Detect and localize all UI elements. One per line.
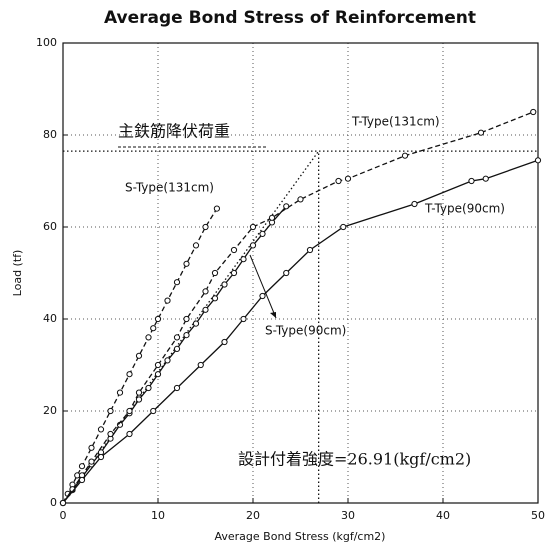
point [221,281,228,288]
y-tick-label: 0 [50,496,57,509]
point [202,288,209,295]
point [344,175,352,182]
point [297,196,304,203]
point [154,315,162,323]
point [211,295,219,302]
point [240,315,247,323]
point [150,407,157,415]
y-axis-label: Load (tf) [11,250,24,297]
y-tick-label: 60 [43,220,57,233]
point [126,407,133,415]
point [283,269,290,277]
series-label: T-Type(131cm) [351,115,440,129]
point [97,426,105,433]
x-tick-label: 40 [436,509,450,522]
series-label: S-Type(131cm) [125,181,214,195]
point [534,157,542,164]
point [145,384,152,392]
point [116,389,124,396]
point [173,279,181,286]
point [145,334,152,341]
point [482,175,489,182]
point [306,246,314,254]
arrow [249,254,277,319]
point [135,396,143,403]
point [88,444,95,451]
point [164,357,171,364]
series-line [62,111,534,504]
series-label: S-Type(90cm) [265,324,346,338]
point [107,430,114,438]
point [59,499,67,507]
point [530,108,537,116]
point [135,352,143,359]
point [468,177,475,185]
point [335,177,342,185]
point [88,458,95,465]
y-tick-label: 20 [43,404,57,417]
point [135,389,143,396]
point [249,242,257,249]
point [477,129,485,136]
point [259,230,266,237]
series-label: T-Type(90cm) [424,202,505,216]
chart-title: Average Bond Stress of Reinforcement [104,8,476,28]
point [173,384,181,392]
point [154,361,162,369]
point [283,203,290,210]
point [154,371,162,378]
point [230,246,238,254]
point [202,306,209,313]
point [173,334,181,341]
point [107,407,114,415]
point [268,214,276,221]
y-tick-label: 40 [43,312,57,325]
point [173,345,181,352]
y-tick-label: 100 [36,36,57,49]
point [192,242,200,249]
point [401,152,409,159]
reference-line [62,150,320,504]
point [230,269,238,277]
point [411,200,418,208]
point [183,315,190,323]
point [249,223,257,231]
point [126,430,133,438]
point [197,361,204,369]
x-tick-label: 10 [151,509,165,522]
x-tick-label: 0 [60,509,67,522]
annotation: 主鉄筋降伏荷重 [118,122,230,141]
point [150,325,157,332]
arrow-head [270,312,276,318]
point [164,297,171,304]
point [240,256,247,263]
point [211,269,219,277]
point [213,205,220,212]
y-tick-label: 80 [43,128,57,141]
point [97,453,105,461]
point [78,463,86,470]
point [183,260,190,267]
annotation: 設計付着強度=26.91(kgf/cm2) [238,450,471,469]
x-tick-label: 20 [246,509,260,522]
point [183,332,190,339]
x-tick-label: 50 [531,509,545,522]
plot-frame [62,42,539,504]
point [259,292,266,300]
point [78,476,86,484]
point [340,223,347,231]
point [221,338,228,346]
x-axis-label: Average Bond Stress (kgf/cm2) [215,530,386,543]
point [192,320,200,327]
x-tick-label: 30 [341,509,355,522]
point [202,223,209,231]
point [126,371,133,378]
